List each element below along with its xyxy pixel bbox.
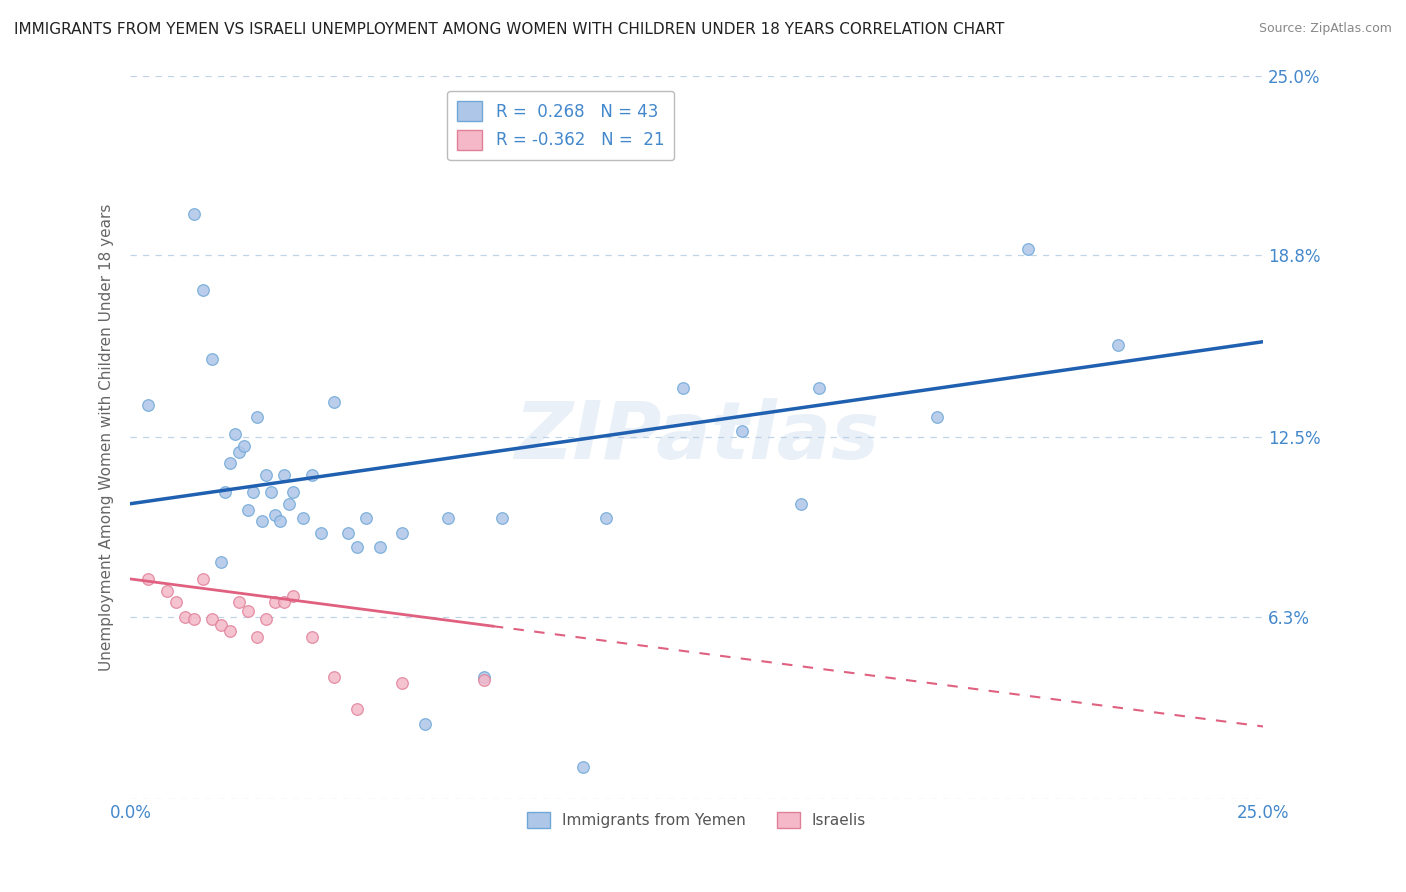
Point: [336, 525, 359, 540]
Point: [246, 630, 269, 644]
Point: [250, 514, 273, 528]
Legend: Immigrants from Yemen, Israelis: Immigrants from Yemen, Israelis: [522, 806, 872, 835]
Text: ZIPatlas: ZIPatlas: [515, 398, 879, 476]
Point: [264, 595, 287, 609]
Point: [236, 604, 259, 618]
Point: [283, 485, 305, 500]
Text: IMMIGRANTS FROM YEMEN VS ISRAELI UNEMPLOYMENT AMONG WOMEN WITH CHILDREN UNDER 18: IMMIGRANTS FROM YEMEN VS ISRAELI UNEMPLO…: [14, 22, 1004, 37]
Point: [436, 511, 458, 525]
Point: [236, 502, 259, 516]
Point: [301, 467, 323, 482]
Point: [138, 398, 160, 412]
Point: [209, 555, 232, 569]
Y-axis label: Unemployment Among Women with Children Under 18 years: Unemployment Among Women with Children U…: [100, 203, 114, 671]
Point: [672, 381, 695, 395]
Point: [323, 670, 346, 684]
Point: [173, 609, 195, 624]
Point: [183, 612, 205, 626]
Point: [354, 511, 377, 525]
Point: [242, 485, 264, 500]
Point: [731, 425, 754, 439]
Point: [790, 497, 813, 511]
Point: [323, 395, 346, 409]
Point: [269, 514, 291, 528]
Point: [254, 612, 277, 626]
Point: [1017, 242, 1039, 256]
Point: [219, 456, 242, 470]
Point: [346, 702, 368, 716]
Point: [254, 467, 277, 482]
Point: [301, 630, 323, 644]
Point: [191, 572, 214, 586]
Point: [273, 595, 295, 609]
Point: [219, 624, 242, 638]
Point: [346, 540, 368, 554]
Point: [224, 427, 246, 442]
Point: [309, 525, 332, 540]
Point: [246, 409, 269, 424]
Point: [165, 595, 187, 609]
Point: [572, 760, 595, 774]
Point: [183, 207, 205, 221]
Point: [228, 595, 250, 609]
Point: [283, 590, 305, 604]
Point: [472, 670, 495, 684]
Point: [413, 716, 436, 731]
Point: [214, 485, 236, 500]
Point: [278, 497, 301, 511]
Point: [391, 676, 413, 690]
Point: [138, 572, 160, 586]
Point: [808, 381, 831, 395]
Point: [291, 511, 314, 525]
Point: [472, 673, 495, 688]
Point: [925, 409, 948, 424]
Point: [491, 511, 513, 525]
Point: [260, 485, 283, 500]
Point: [201, 352, 224, 367]
Point: [264, 508, 287, 523]
Point: [155, 583, 177, 598]
Point: [273, 467, 295, 482]
Point: [595, 511, 617, 525]
Text: Source: ZipAtlas.com: Source: ZipAtlas.com: [1258, 22, 1392, 36]
Point: [1107, 337, 1129, 351]
Point: [191, 283, 214, 297]
Point: [228, 444, 250, 458]
Point: [201, 612, 224, 626]
Point: [232, 439, 254, 453]
Point: [209, 618, 232, 632]
Point: [391, 525, 413, 540]
Point: [368, 540, 391, 554]
